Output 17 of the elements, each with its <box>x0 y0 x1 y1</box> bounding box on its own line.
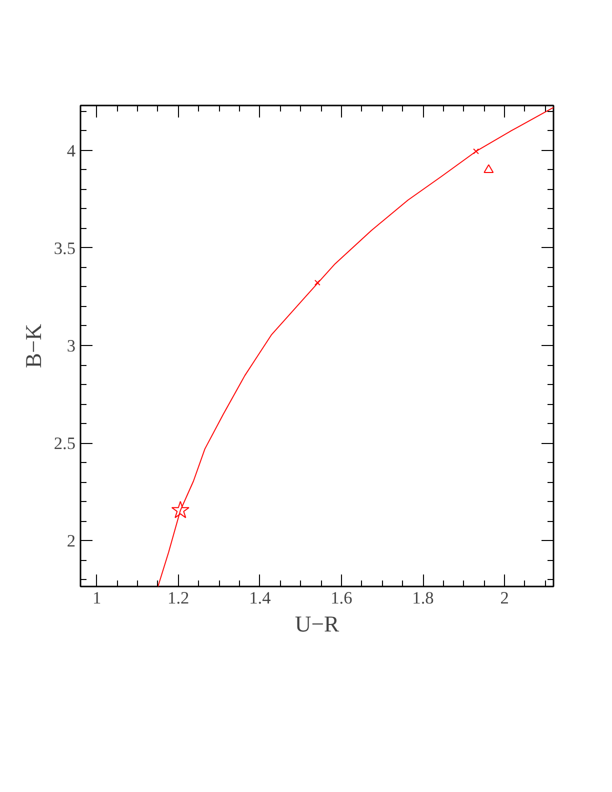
x-tick-label: 1.8 <box>412 588 434 608</box>
x-tick-label: 1.4 <box>249 588 272 608</box>
y-tick-label: 2 <box>66 532 76 551</box>
y-tick-label: 2.5 <box>54 434 76 454</box>
y-tick-label: 4 <box>66 141 76 160</box>
y-tick-label: 3.5 <box>54 238 76 258</box>
x-tick-label: 1 <box>92 588 102 608</box>
y-axis-title: B−K <box>20 323 46 368</box>
x-tick-label: 2 <box>500 588 509 608</box>
point <box>484 164 494 173</box>
x-tick-label: 1.2 <box>168 588 190 608</box>
point <box>314 280 320 286</box>
point <box>473 148 479 154</box>
y-tick-label: 3 <box>66 336 76 356</box>
x-axis-title: U−R <box>294 612 340 636</box>
x-tick-label: 1.6 <box>330 588 353 608</box>
point <box>171 500 190 518</box>
